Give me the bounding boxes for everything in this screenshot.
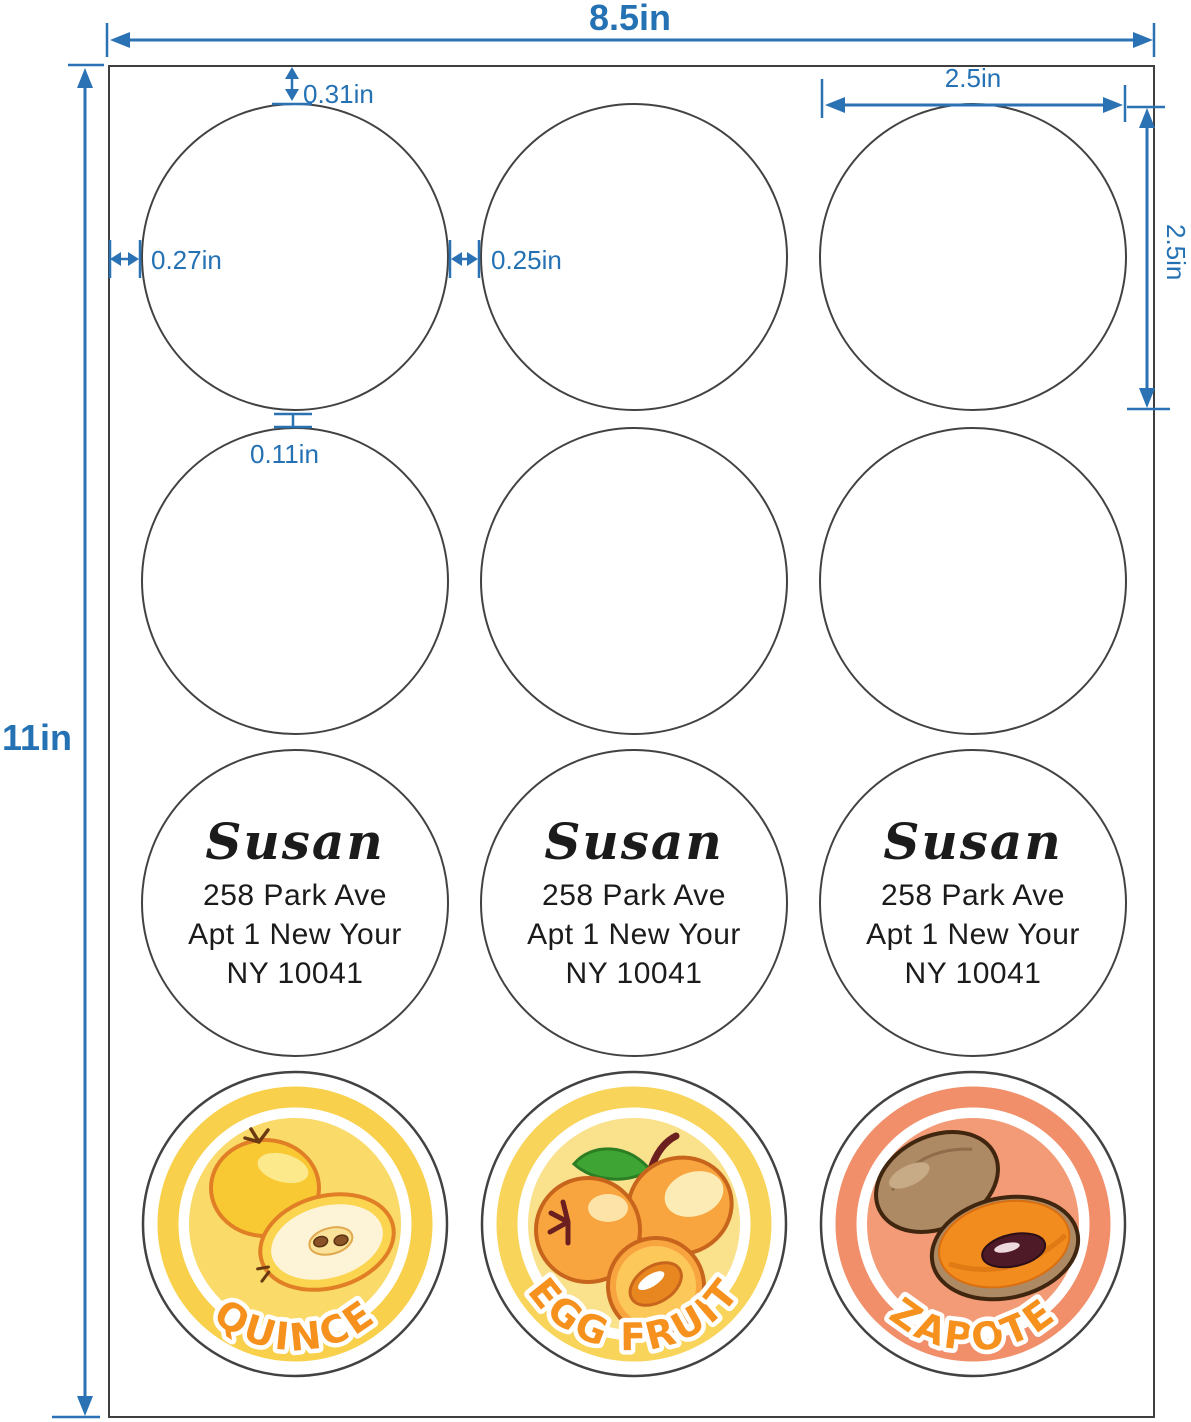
address-line: Apt 1 New Your [527,917,741,951]
blank-label [480,103,788,411]
row-gap-label: 0.11in [250,439,319,469]
address-line: Apt 1 New Your [188,917,402,951]
address-label: Susan 258 Park Ave Apt 1 New Your NY 100… [819,749,1127,1057]
address-line: 258 Park Ave [203,878,387,912]
zapote-fruit-icon [874,1130,1081,1302]
sticker-ring [835,1086,1111,1362]
label-height-label: 2.5in [1161,224,1191,281]
blank-label [819,427,1127,735]
quince-sticker: QUINCE [141,1070,449,1378]
recipient-name: Susan [883,811,1063,871]
sticker-ring [157,1086,433,1362]
address-line: NY 10041 [565,956,703,990]
sticker-ring [496,1086,772,1362]
egg-fruit-icon [534,1132,734,1336]
left-margin-label: 0.27in [151,245,222,275]
quince-fruit-icon [209,1127,396,1292]
zapote-sticker: ZAPOTE [819,1070,1127,1378]
address-line: 258 Park Ave [881,878,1065,912]
blank-label [141,103,449,411]
sheet-height-label: 11in [2,717,73,758]
top-margin-label: 0.31in [303,79,374,109]
egg-fruit-sticker: EGG FRUIT [480,1070,788,1378]
recipient-name: Susan [544,811,724,871]
blank-label [480,427,788,735]
label-width-label: 2.5in [944,63,1002,93]
blank-label [819,103,1127,411]
recipient-name: Susan [205,811,385,871]
address-label: Susan 258 Park Ave Apt 1 New Your NY 100… [141,749,449,1057]
address-line: NY 10041 [904,956,1042,990]
column-gap-label: 0.25in [491,245,562,275]
sheet-width-label: 8.5in [588,0,672,38]
blank-label [141,427,449,735]
address-label: Susan 258 Park Ave Apt 1 New Your NY 100… [480,749,788,1057]
address-line: Apt 1 New Your [866,917,1080,951]
address-line: 258 Park Ave [542,878,726,912]
address-line: NY 10041 [226,956,364,990]
